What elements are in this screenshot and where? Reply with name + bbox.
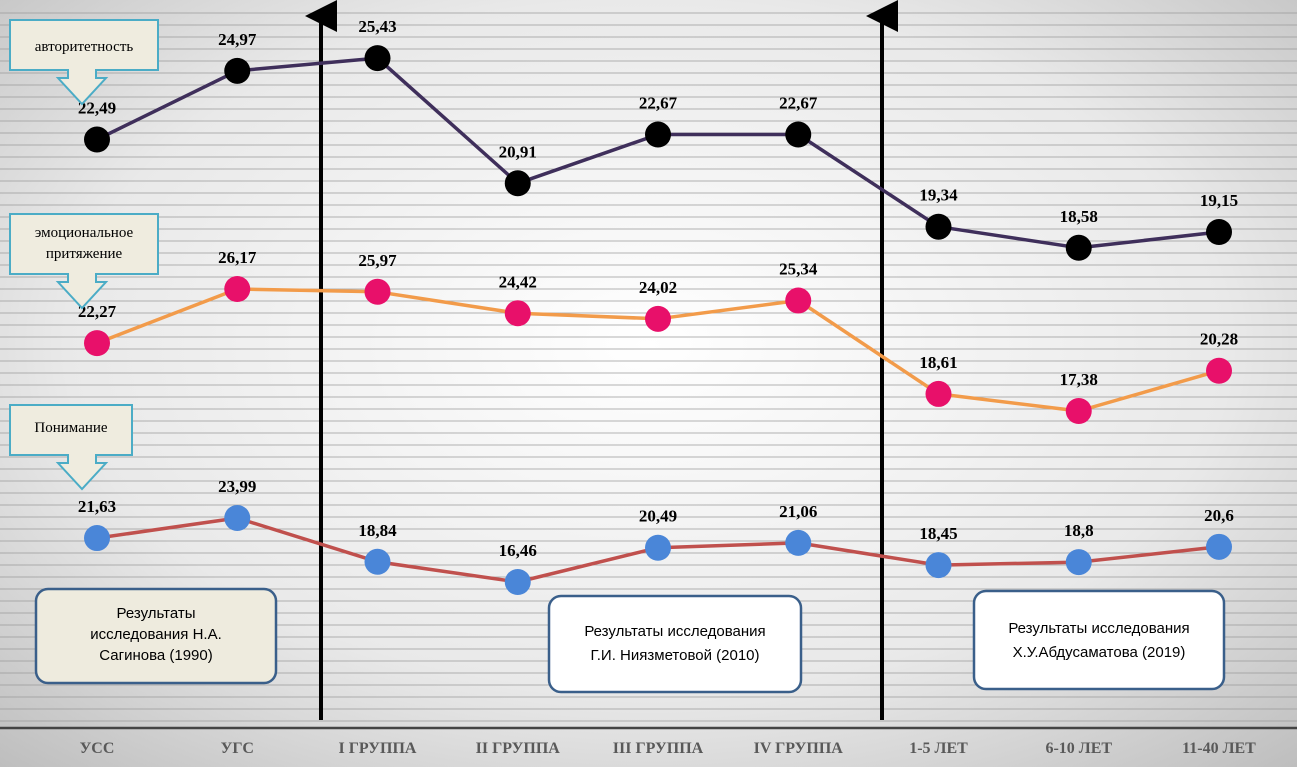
data-label: 25,34 (779, 260, 818, 279)
data-point-marker (1206, 219, 1232, 245)
data-label: 20,6 (1204, 506, 1234, 525)
data-point-marker (925, 552, 952, 579)
data-label: 22,27 (78, 302, 117, 321)
data-point-marker (84, 330, 110, 357)
data-labels: 22,49 24,97 25,43 20,91 22,67 22,67 19,34 18,58… (78, 17, 1238, 560)
data-point-marker (785, 121, 812, 148)
data-point-marker (925, 380, 952, 407)
data-label: 22,67 (639, 94, 678, 113)
data-label: 25,43 (358, 17, 396, 36)
data-point-marker (645, 121, 671, 148)
series-markers (84, 45, 1232, 595)
x-tick-label: III ГРУППА (613, 740, 704, 757)
data-point-marker (785, 529, 812, 556)
data-point-marker (645, 534, 671, 561)
data-label: 18,84 (358, 521, 397, 540)
data-point-marker (1206, 357, 1232, 384)
data-label: 22,49 (78, 99, 116, 118)
data-label: 25,97 (358, 251, 397, 270)
data-point-marker (1065, 234, 1092, 261)
legend-callout-label: притяжение (46, 246, 123, 262)
legend-callout-label: авторитетность (35, 39, 134, 55)
study-result-box (547, 594, 803, 694)
study-result-text: Сагинова (1990) (99, 647, 213, 664)
data-label: 21,06 (779, 502, 817, 521)
data-point-marker (364, 45, 391, 72)
study-boxes: Результаты исследования Н.А. Сагинова (199… (34, 587, 1226, 694)
legend-callout-label: Понимание (34, 420, 107, 436)
data-label: 19,15 (1200, 191, 1238, 210)
data-label: 18,61 (919, 353, 957, 372)
study-result-text: Результаты (117, 605, 196, 622)
data-point-marker (364, 548, 391, 575)
data-point-marker (504, 300, 531, 327)
study-result-box (972, 589, 1226, 691)
data-label: 18,58 (1060, 207, 1098, 226)
data-label: 17,38 (1060, 370, 1098, 389)
data-point-marker (645, 305, 671, 332)
x-tick-label: II ГРУППА (476, 740, 561, 757)
data-point-marker (1065, 549, 1092, 576)
category-axis: УСС УГС I ГРУППА II ГРУППА III ГРУППА IV ГРУП… (80, 740, 1257, 757)
data-label: 24,42 (499, 272, 537, 291)
data-label: 18,8 (1064, 521, 1094, 540)
data-label: 19,34 (919, 186, 958, 205)
data-point-marker (925, 213, 952, 240)
x-tick-label: УГС (221, 740, 254, 757)
data-point-marker (84, 525, 110, 552)
study-result-text: Х.У.Абдусаматова (2019) (1013, 644, 1186, 661)
data-point-marker (224, 57, 251, 84)
x-tick-label: I ГРУППА (339, 740, 417, 757)
x-tick-label: 6-10 ЛЕТ (1045, 740, 1112, 757)
data-point-marker (1065, 398, 1092, 424)
x-tick-label: УСС (80, 740, 115, 757)
data-label: 21,63 (78, 497, 116, 516)
data-label: 24,97 (218, 30, 257, 49)
x-tick-label: IV ГРУППА (754, 740, 844, 757)
data-point-marker (504, 170, 531, 197)
x-tick-label: 11-40 ЛЕТ (1182, 740, 1256, 757)
data-label: 26,17 (218, 248, 257, 267)
data-point-marker (1206, 533, 1232, 560)
study-result-text: исследования Н.А. (90, 626, 222, 643)
data-label: 20,28 (1200, 330, 1238, 349)
data-label: 24,02 (639, 278, 677, 297)
legend-callout (9, 213, 159, 310)
data-label: 22,67 (779, 94, 818, 113)
data-label: 16,46 (499, 541, 537, 560)
data-point-marker (364, 278, 391, 305)
legend-callout (9, 19, 159, 106)
data-label: 18,45 (919, 524, 957, 543)
data-label: 20,91 (499, 142, 537, 161)
data-point-marker (84, 126, 110, 153)
data-point-marker (224, 276, 251, 302)
data-label: 20,49 (639, 507, 677, 526)
study-result-text: Результаты исследования (584, 623, 765, 640)
section-dividers (305, 0, 898, 720)
data-label: 23,99 (218, 477, 256, 496)
data-point-marker (224, 505, 251, 531)
x-tick-label: 1-5 ЛЕТ (909, 740, 968, 757)
data-point-marker (504, 569, 531, 595)
data-point-marker (785, 287, 812, 314)
legend-callouts: авторитетность эмоциональное притяжение Пон… (9, 19, 159, 491)
study-result-text: Г.И. Ниязметовой (2010) (590, 647, 759, 664)
study-result-box (34, 587, 278, 685)
legend-callout-label: эмоциональное (35, 225, 134, 241)
study-result-text: Результаты исследования (1008, 620, 1189, 637)
legend-callout (9, 404, 133, 491)
